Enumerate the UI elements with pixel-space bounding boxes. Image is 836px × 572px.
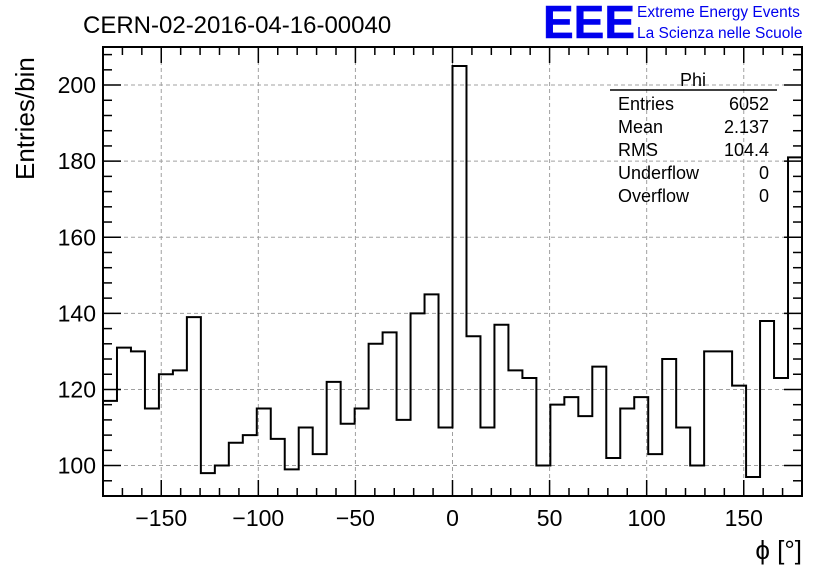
eee-logo-line1: Extreme Energy Events bbox=[637, 4, 800, 21]
stats-row-value: 104.4 bbox=[724, 140, 769, 160]
histogram-bin bbox=[592, 367, 606, 496]
histogram-bin bbox=[648, 454, 662, 496]
histogram-step-line bbox=[103, 65, 802, 478]
histogram-bin bbox=[397, 420, 411, 496]
y-axis-title: Entries/bin bbox=[10, 57, 40, 180]
histogram-bin bbox=[341, 424, 355, 496]
histogram-bin bbox=[718, 351, 732, 496]
histogram-bin bbox=[369, 344, 383, 496]
histogram-bin bbox=[550, 405, 564, 496]
histogram-bin bbox=[536, 466, 550, 496]
y-tick-label: 200 bbox=[58, 72, 96, 98]
y-tick-label: 180 bbox=[58, 148, 96, 174]
histogram-bin bbox=[355, 408, 369, 496]
stats-rows: Entries 6052 Mean 2.137 RMS 104.4 Underflow 0 Ov… bbox=[618, 94, 769, 206]
stats-row-value: 6052 bbox=[729, 94, 769, 114]
x-tick-label: 150 bbox=[725, 505, 763, 531]
histogram-bin bbox=[187, 317, 201, 496]
stats-row-label: Mean bbox=[618, 117, 663, 137]
histogram-bin bbox=[131, 351, 145, 496]
y-tick-labels: 100 120 140 160 180 200 bbox=[58, 72, 96, 479]
stats-row-value: 0 bbox=[759, 163, 769, 183]
histogram-bin bbox=[299, 428, 313, 496]
histogram-bin bbox=[564, 397, 578, 496]
histogram-bin bbox=[411, 313, 425, 496]
eee-logo: EEE Extreme Energy Events La Scienza nel… bbox=[543, 0, 803, 48]
histogram-bin bbox=[453, 66, 467, 496]
y-tick-label: 160 bbox=[58, 224, 96, 250]
histogram-bin bbox=[620, 408, 634, 496]
histogram-bin bbox=[145, 408, 159, 496]
histogram-bin bbox=[229, 443, 243, 496]
histogram-bin bbox=[704, 351, 718, 496]
histogram-bin bbox=[425, 294, 439, 496]
x-tick-label: −100 bbox=[232, 505, 284, 531]
x-tick-label: −150 bbox=[135, 505, 187, 531]
histogram-bin bbox=[690, 466, 704, 496]
x-tick-label: −50 bbox=[336, 505, 375, 531]
histogram-bin bbox=[243, 435, 257, 496]
histogram-bin bbox=[103, 401, 117, 496]
stats-row-label: Underflow bbox=[618, 163, 700, 183]
stats-row-label: Overflow bbox=[618, 186, 690, 206]
histogram-bin bbox=[732, 386, 746, 496]
stats-box: Phi Entries 6052 Mean 2.137 RMS 104.4 Underflo… bbox=[610, 70, 777, 206]
histogram-bin bbox=[522, 378, 536, 496]
histogram-bin bbox=[466, 336, 480, 496]
histogram-bin bbox=[788, 157, 802, 496]
eee-logo-mark: EEE bbox=[543, 0, 635, 48]
histogram-bin bbox=[439, 428, 453, 496]
x-tick-label: 100 bbox=[627, 505, 665, 531]
x-tick-label: 50 bbox=[537, 505, 563, 531]
histogram-bin bbox=[508, 370, 522, 496]
x-tick-label: 0 bbox=[446, 505, 459, 531]
stats-row-value: 0 bbox=[759, 186, 769, 206]
x-tick-labels: −150 −100 −50 0 50 100 150 bbox=[135, 505, 763, 531]
histogram-bin bbox=[760, 321, 774, 496]
histogram-bin bbox=[215, 466, 229, 496]
x-axis-title: ϕ [°] bbox=[755, 535, 802, 565]
axis-ticks bbox=[103, 47, 802, 496]
histogram-bin bbox=[676, 428, 690, 496]
y-tick-label: 100 bbox=[58, 453, 96, 479]
stats-row-label: Entries bbox=[618, 94, 674, 114]
histogram-bin bbox=[159, 374, 173, 496]
histogram-bin bbox=[578, 416, 592, 496]
y-tick-label: 120 bbox=[58, 376, 96, 402]
histogram-bin bbox=[173, 370, 187, 496]
histogram-bin bbox=[201, 473, 215, 496]
eee-logo-line2: La Scienza nelle Scuole bbox=[637, 25, 802, 42]
y-tick-label: 140 bbox=[58, 300, 96, 326]
histogram-bin bbox=[662, 359, 676, 496]
histogram-bin bbox=[746, 477, 760, 496]
histogram-series bbox=[103, 65, 802, 496]
histogram-bin bbox=[480, 428, 494, 496]
stats-row-value: 2.137 bbox=[724, 117, 769, 137]
histogram-bin bbox=[494, 325, 508, 496]
histogram-bin bbox=[117, 348, 131, 496]
histogram-bin bbox=[383, 332, 397, 496]
histogram-bin bbox=[271, 439, 285, 496]
chart-title: CERN-02-2016-04-16-00040 bbox=[83, 12, 391, 39]
histogram-bin bbox=[774, 378, 788, 496]
histogram-bin bbox=[327, 382, 341, 496]
stats-box-title: Phi bbox=[680, 70, 706, 90]
stats-row-label: RMS bbox=[618, 140, 658, 160]
histogram-bin bbox=[313, 454, 327, 496]
